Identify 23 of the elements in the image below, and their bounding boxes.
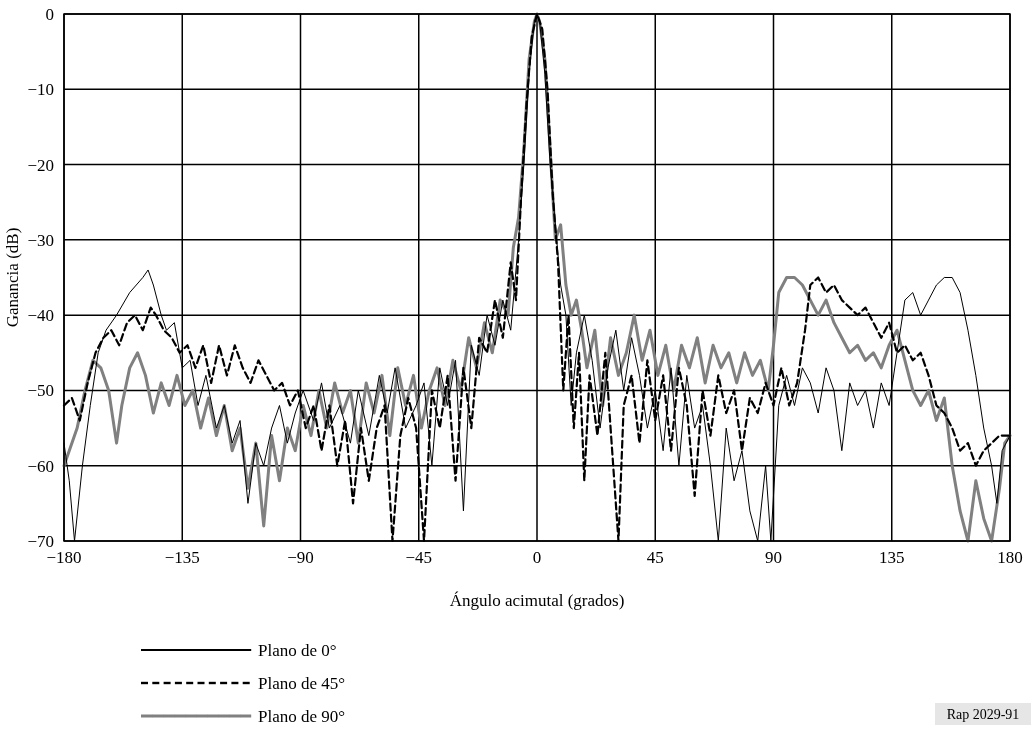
legend-label: Plano de 0° (258, 641, 337, 660)
x-tick-label: −180 (46, 548, 82, 567)
y-tick-label: −30 (27, 230, 54, 250)
x-tick-label: 180 (997, 548, 1023, 567)
x-tick-label: −90 (287, 548, 314, 567)
legend-label: Plano de 45° (258, 674, 346, 693)
x-tick-label: −135 (164, 548, 200, 567)
y-axis-title: Ganancia (dB) (3, 227, 22, 328)
x-tick-label: −45 (405, 548, 433, 567)
y-tick-label: 0 (45, 5, 54, 24)
y-tick-label: −40 (27, 306, 54, 326)
y-tick-label: −50 (27, 381, 54, 401)
y-tick-label: −10 (27, 80, 54, 100)
x-tick-label: 0 (532, 548, 542, 567)
x-tick-label: 90 (765, 548, 782, 567)
y-tick-label: −20 (27, 155, 54, 175)
x-tick-label: 45 (646, 548, 664, 567)
x-tick-label: 135 (879, 548, 905, 567)
text: Rap 2029-91 (946, 707, 1020, 722)
x-axis-title: Ángulo acimutal (grados) (449, 591, 625, 610)
y-tick-label: −60 (27, 456, 54, 476)
y-tick-label: −70 (27, 532, 54, 551)
legend-label: Plano de 90° (258, 707, 346, 726)
